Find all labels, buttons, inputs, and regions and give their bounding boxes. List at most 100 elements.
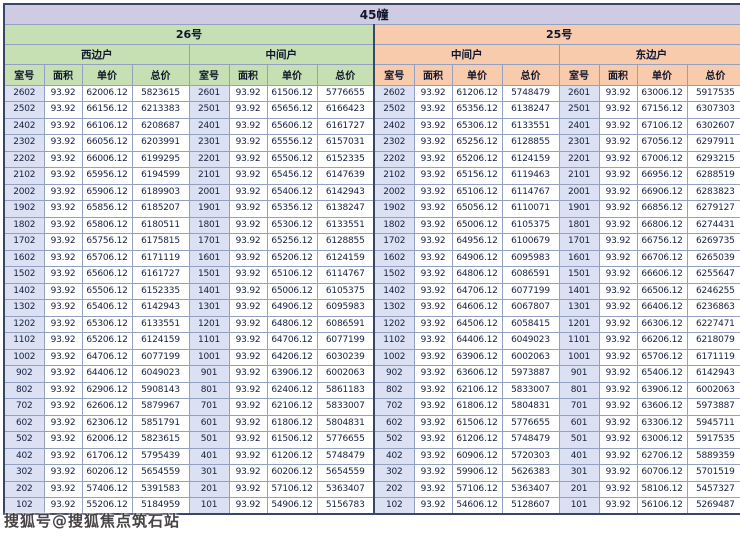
cell-area: 93.92 [43,216,83,234]
col-header-price: 单价 [266,63,318,86]
cell-area: 93.92 [413,150,453,168]
cell-room: 201 [558,480,600,498]
cell-room: 1302 [373,299,415,317]
cell-area: 93.92 [43,233,83,251]
cell-price: 62006.12 [81,431,133,449]
cell-room: 1002 [373,348,415,366]
cell-total: 5748479 [316,447,375,465]
cell-total: 6105375 [501,216,560,234]
cell-room: 1601 [188,249,230,267]
cell-total: 6086591 [501,266,560,284]
cell-area: 93.92 [598,464,638,482]
cell-room: 1801 [558,216,600,234]
cell-room: 1401 [188,282,230,300]
cell-area: 93.92 [43,183,83,201]
cell-area: 93.92 [598,134,638,152]
cell-room: 501 [188,431,230,449]
cell-room: 1701 [188,233,230,251]
cell-total: 5776655 [316,431,375,449]
cell-area: 93.92 [43,200,83,218]
cell-room: 1902 [373,200,415,218]
cell-total: 6227471 [686,315,740,333]
cell-total: 6077199 [316,332,375,350]
cell-total: 6297911 [686,134,740,152]
col-header-area: 面积 [228,63,268,86]
cell-price: 66106.12 [81,117,133,135]
unit-25-middle-header: 中间户 [373,43,560,65]
table-row: 2002 93.92 65906.12 6189903 2001 93.92 65406.1… [3,183,740,201]
cell-price: 64206.12 [266,348,318,366]
table-row: 102 93.92 55206.12 5184959 101 93.92 54906.12 5… [3,497,740,515]
cell-price: 66606.12 [636,266,688,284]
cell-room: 2601 [558,84,600,102]
cell-total: 6114767 [316,266,375,284]
table-row: 302 93.92 60206.12 5654559 301 93.92 60206.12 5… [3,464,740,482]
cell-price: 66906.12 [636,183,688,201]
cell-area: 93.92 [228,414,268,432]
cell-area: 93.92 [228,480,268,498]
cell-total: 6236863 [686,299,740,317]
cell-total: 6288519 [686,167,740,185]
cell-area: 93.92 [598,84,638,102]
cell-price: 59906.12 [451,464,503,482]
cell-room: 1301 [558,299,600,317]
cell-price: 64606.12 [451,299,503,317]
building-row: 26号 25号 [3,23,740,45]
cell-price: 62006.12 [81,84,133,102]
cell-room: 902 [3,365,45,383]
cell-total: 6194599 [131,167,190,185]
cell-total: 6128855 [316,233,375,251]
cell-price: 64706.12 [451,282,503,300]
cell-price: 65706.12 [81,249,133,267]
cell-area: 93.92 [598,315,638,333]
cell-price: 62606.12 [81,398,133,416]
cell-area: 93.92 [598,150,638,168]
cell-room: 1601 [558,249,600,267]
cell-room: 1602 [3,249,45,267]
cell-area: 93.92 [228,447,268,465]
cell-total: 5823615 [131,84,190,102]
cell-price: 65806.12 [81,216,133,234]
cell-room: 401 [558,447,600,465]
cell-total: 5156783 [316,497,375,515]
cell-total: 5720303 [501,447,560,465]
cell-price: 65706.12 [636,348,688,366]
cell-room: 1502 [3,266,45,284]
cell-total: 5945711 [686,414,740,432]
table-row: 2102 93.92 65956.12 6194599 2101 93.92 65456.1… [3,167,740,185]
table-row: 1902 93.92 65856.12 6185207 1901 93.92 65356.1… [3,200,740,218]
col-header-total: 总价 [686,63,740,86]
cell-area: 93.92 [598,398,638,416]
cell-price: 61206.12 [451,431,503,449]
cell-room: 1301 [188,299,230,317]
cell-total: 5795439 [131,447,190,465]
cell-area: 93.92 [598,233,638,251]
cell-area: 93.92 [228,348,268,366]
cell-price: 63006.12 [636,431,688,449]
cell-total: 6138247 [316,200,375,218]
cell-total: 5391583 [131,480,190,498]
table-row: 1002 93.92 64706.12 6077199 1001 93.92 64206.1… [3,348,740,366]
cell-area: 93.92 [598,332,638,350]
cell-total: 5879967 [131,398,190,416]
cell-room: 2601 [188,84,230,102]
cell-total: 6110071 [501,200,560,218]
cell-room: 701 [188,398,230,416]
cell-area: 93.92 [43,464,83,482]
cell-room: 1101 [558,332,600,350]
cell-price: 58106.12 [636,480,688,498]
table-row: 1802 93.92 65806.12 6180511 1801 93.92 65306.1… [3,216,740,234]
cell-area: 93.92 [228,117,268,135]
cell-room: 1901 [188,200,230,218]
cell-total: 6246255 [686,282,740,300]
cell-room: 301 [558,464,600,482]
cell-room: 702 [373,398,415,416]
cell-price: 60206.12 [81,464,133,482]
cell-area: 93.92 [228,282,268,300]
cell-area: 93.92 [43,381,83,399]
cell-total: 5748479 [501,431,560,449]
cell-price: 67056.12 [636,134,688,152]
cell-room: 601 [558,414,600,432]
col-header-price: 单价 [636,63,688,86]
table-row: 1702 93.92 65756.12 6175815 1701 93.92 65256.1… [3,233,740,251]
